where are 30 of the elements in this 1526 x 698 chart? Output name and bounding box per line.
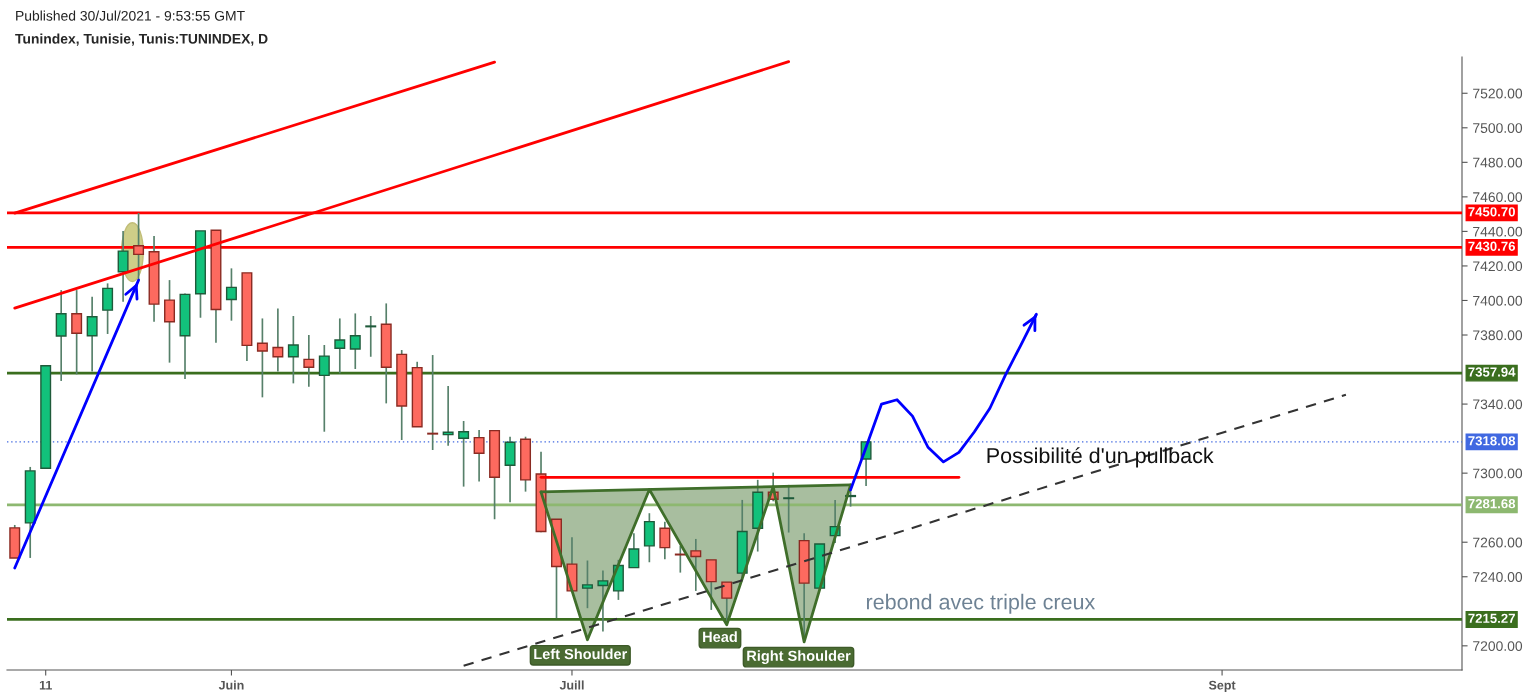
ref-line-label: 7215.27 [1468,613,1515,623]
annotation: Left Shoulder [534,648,628,660]
y-tick-label: 7300.00 [1473,468,1523,479]
chart-title: Tunindex, Tunisie, Tunis:TUNINDEX, D [15,33,268,46]
ref-line-label: 7318.08 [1468,436,1516,446]
ref-line-label: 7281.68 [1468,498,1516,509]
y-tick-label: 7380.00 [1473,330,1523,341]
annotation: Possibilité d'un pullback [987,447,1214,468]
text: Published 30/Jul/2021 - 9:53:55 GMT [16,10,245,21]
y-tick-label: 7400.00 [1473,295,1523,306]
x-tick-label: Sept [1208,680,1236,693]
y-tick-label: 7200.00 [1473,641,1523,651]
x-tick-label: Juin [218,680,244,690]
y-tick-label: 7260.00 [1473,537,1523,548]
ref-line-label: 7450.70 [1468,207,1515,217]
y-tick-label: 7520.00 [1473,88,1523,99]
annotation: Right Shoulder [747,650,851,664]
y-tick-label: 7440.00 [1473,226,1523,237]
y-tick-label: 7500.00 [1473,123,1523,133]
ref-line-label: 7357.94 [1468,367,1516,377]
annotation: Head [703,631,737,643]
y-tick-label: 7480.00 [1473,157,1523,168]
y-tick-label: 7460.00 [1473,192,1523,203]
y-tick-label: 7240.00 [1473,572,1523,582]
ref-line-label: 7430.76 [1468,241,1516,251]
y-tick-label: 7420.00 [1473,261,1523,272]
x-tick-label: 11 [39,680,52,690]
annotation: rebond avec triple creux [866,593,1096,614]
x-tick-label: Juill [559,680,584,690]
y-tick-label: 7340.00 [1473,399,1523,410]
